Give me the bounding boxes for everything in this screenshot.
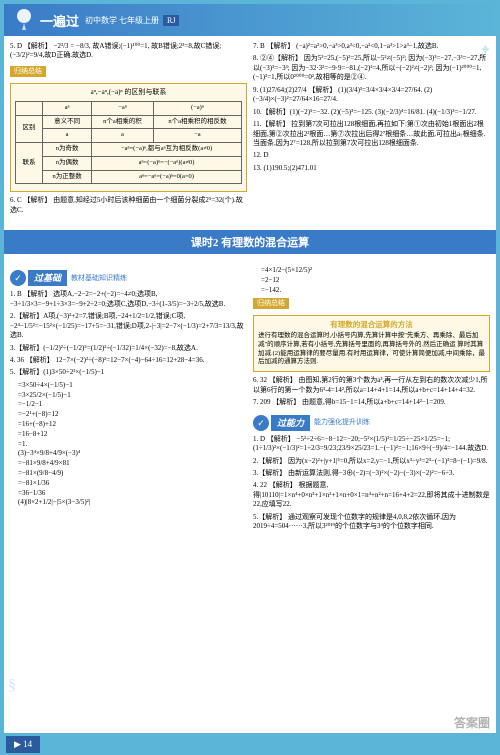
a-q1: 1. D 【解析】 −5²÷2÷6=−8−12=−20;−5²×(1/5)²=1… bbox=[253, 435, 490, 454]
a-q2: 2.【解析】 因为(x−2)²+|y+1|⁵=0,所以x=2,y=−1,所以x³… bbox=[253, 457, 490, 466]
b-q7: 7. 209 【解析】 由题意,得b=15−1=14,所以a+b+c=14+14… bbox=[253, 398, 490, 407]
b-q5: 5.【解析】(1)3×50÷2²×(−1/5)−1 bbox=[10, 368, 247, 377]
basics-sub: 教材基础知识精练 bbox=[71, 274, 127, 283]
star-deco: ✦ bbox=[479, 40, 492, 60]
table-title: aⁿ,−aⁿ,(−a)ⁿ 的区别与联系 bbox=[15, 88, 242, 97]
left-column: 5. D 【解析】 −2³/3 = −8/3, 故A错误;(−1)¹⁰⁰=1, … bbox=[10, 42, 247, 218]
balloon-icon bbox=[14, 8, 34, 32]
b-q1: 1. B 【解析】 选项A,−2−2=−2+(−2)=−4≠0;选项B,−3÷1… bbox=[10, 290, 247, 309]
right-column-bottom: =4×1/2−(5×12/5)² =2−12 =−142. 归纳总结 有理数的混… bbox=[253, 266, 490, 534]
q5: 5. D 【解析】 −2³/3 = −8/3, 故A错误;(−1)¹⁰⁰=1, … bbox=[10, 42, 247, 61]
b-q2: 2.【解析】A项,(−3)²+2=7,错误;B项,−24+1/2=1/2,错误;… bbox=[10, 312, 247, 340]
b-q3: 3.【解析】(−1/2)²÷(−1/2)⁵=(1/2)²÷(−1/32)=1/4… bbox=[10, 344, 247, 353]
q10: 10.【解析】(1)(−2)⁵=−32. (2)(−5)³=−125. (3)(… bbox=[253, 108, 490, 117]
comparison-table-box: aⁿ,−aⁿ,(−a)ⁿ 的区别与联系 aⁿ−aⁿ(−a)ⁿ 区别意义不同n个a… bbox=[10, 83, 247, 192]
q7: 7. B 【解析】 (−a)²=a²>0,−a³>0,a³<0,−a²<0,1−… bbox=[253, 42, 490, 51]
section-title: 课时2 有理数的混合运算 bbox=[4, 230, 496, 254]
method-text: 进行有理数的混合运算时,小括号内算,先算计算中按"先乘方、再乘除、最后加减"的顺… bbox=[258, 332, 485, 367]
right-column-top: 7. B 【解析】 (−a)²=a²>0,−a³>0,a³<0,−a²<0,1−… bbox=[253, 42, 490, 218]
basics-badge: ✓ 过基础 教材基础知识精练 bbox=[10, 270, 127, 286]
guina-tag-1: 归纳总结 bbox=[10, 66, 46, 77]
check-icon: ✓ bbox=[10, 270, 26, 286]
page-number: ▶ 14 bbox=[6, 736, 40, 753]
q6: 6. C 【解析】 由题意,知经过5小时后该种细菌由一个细菌分裂成2⁵=32(个… bbox=[10, 196, 247, 215]
subject-label: 初中数学 七年级上册 bbox=[85, 15, 159, 26]
left-column-bottom: ✓ 过基础 教材基础知识精练 1. B 【解析】 选项A,−2−2=−2+(−2… bbox=[10, 266, 247, 534]
q8: 8. ②④【解析】 因为5²=25,(−5)²=25,所以−5²≠(−5)²; … bbox=[253, 54, 490, 82]
watermark: 答案圈 bbox=[454, 714, 490, 731]
calc-steps: =3×50÷4×(−1/5)−1 =3×25/2×(−1/5)−1 =−1/2−… bbox=[10, 381, 247, 508]
q11: 11.【解析】 拉到第7次可拉出128根细面,再拉如下:第①次由初始1根面出2根… bbox=[253, 120, 490, 148]
calc-cont: =4×1/2−(5×12/5)² =2−12 =−142. bbox=[253, 266, 490, 295]
q13: 13. (1)190.5;(2)471.01 bbox=[253, 164, 490, 173]
basics-title: 过基础 bbox=[28, 270, 67, 286]
page-header: 一遍过 初中数学 七年级上册 RJ bbox=[4, 4, 496, 36]
a-q5: 5.【解析】 通过观察可发现个位数字的规律是4,0,8,2依次循环,因为2019… bbox=[253, 513, 490, 532]
check-icon-2: ✓ bbox=[253, 415, 269, 431]
q9: 9. (1)27/64;(2)27/4 【解析】 (1)(3/4)³=3/4×3… bbox=[253, 86, 490, 105]
ability-title: 过能力 bbox=[271, 415, 310, 431]
page-footer: ▶ 14 bbox=[0, 733, 500, 755]
spiral-deco: § bbox=[8, 677, 16, 695]
edition-badge: RJ bbox=[163, 15, 179, 26]
series-title: 一遍过 bbox=[40, 11, 79, 30]
method-title: 有理数的混合运算的方法 bbox=[258, 320, 485, 330]
a-q4: 4. 22 【解析】 根据题意,得|10110|=1×n⁴+0×n³+1×n²+… bbox=[253, 481, 490, 509]
ability-sub: 能力强化提升训练 bbox=[314, 418, 370, 427]
method-box: 有理数的混合运算的方法 进行有理数的混合运算时,小括号内算,先算计算中按"先乘方… bbox=[253, 315, 490, 372]
q12: 12. D bbox=[253, 151, 490, 160]
ability-badge: ✓ 过能力 能力强化提升训练 bbox=[253, 415, 370, 431]
comparison-table: aⁿ−aⁿ(−a)ⁿ 区别意义不同n个a相乘的积n个a相乘积的相反数 aa−a … bbox=[15, 101, 242, 185]
a-q3: 3.【解析】 由新运算法则,得−3⊕(−2)=(−3)²×(−2)−(−3)×(… bbox=[253, 469, 490, 478]
guina-tag-2: 归纳总结 bbox=[253, 298, 289, 309]
b-q6: 6. 32 【解析】 由图知,第2行的第3个数为a³,再一行从左到右的数次次减少… bbox=[253, 376, 490, 395]
b-q4: 4. 36 【解析】 12−7×(−2)²÷(−8)²=12−7×(−4)−64… bbox=[10, 356, 247, 365]
